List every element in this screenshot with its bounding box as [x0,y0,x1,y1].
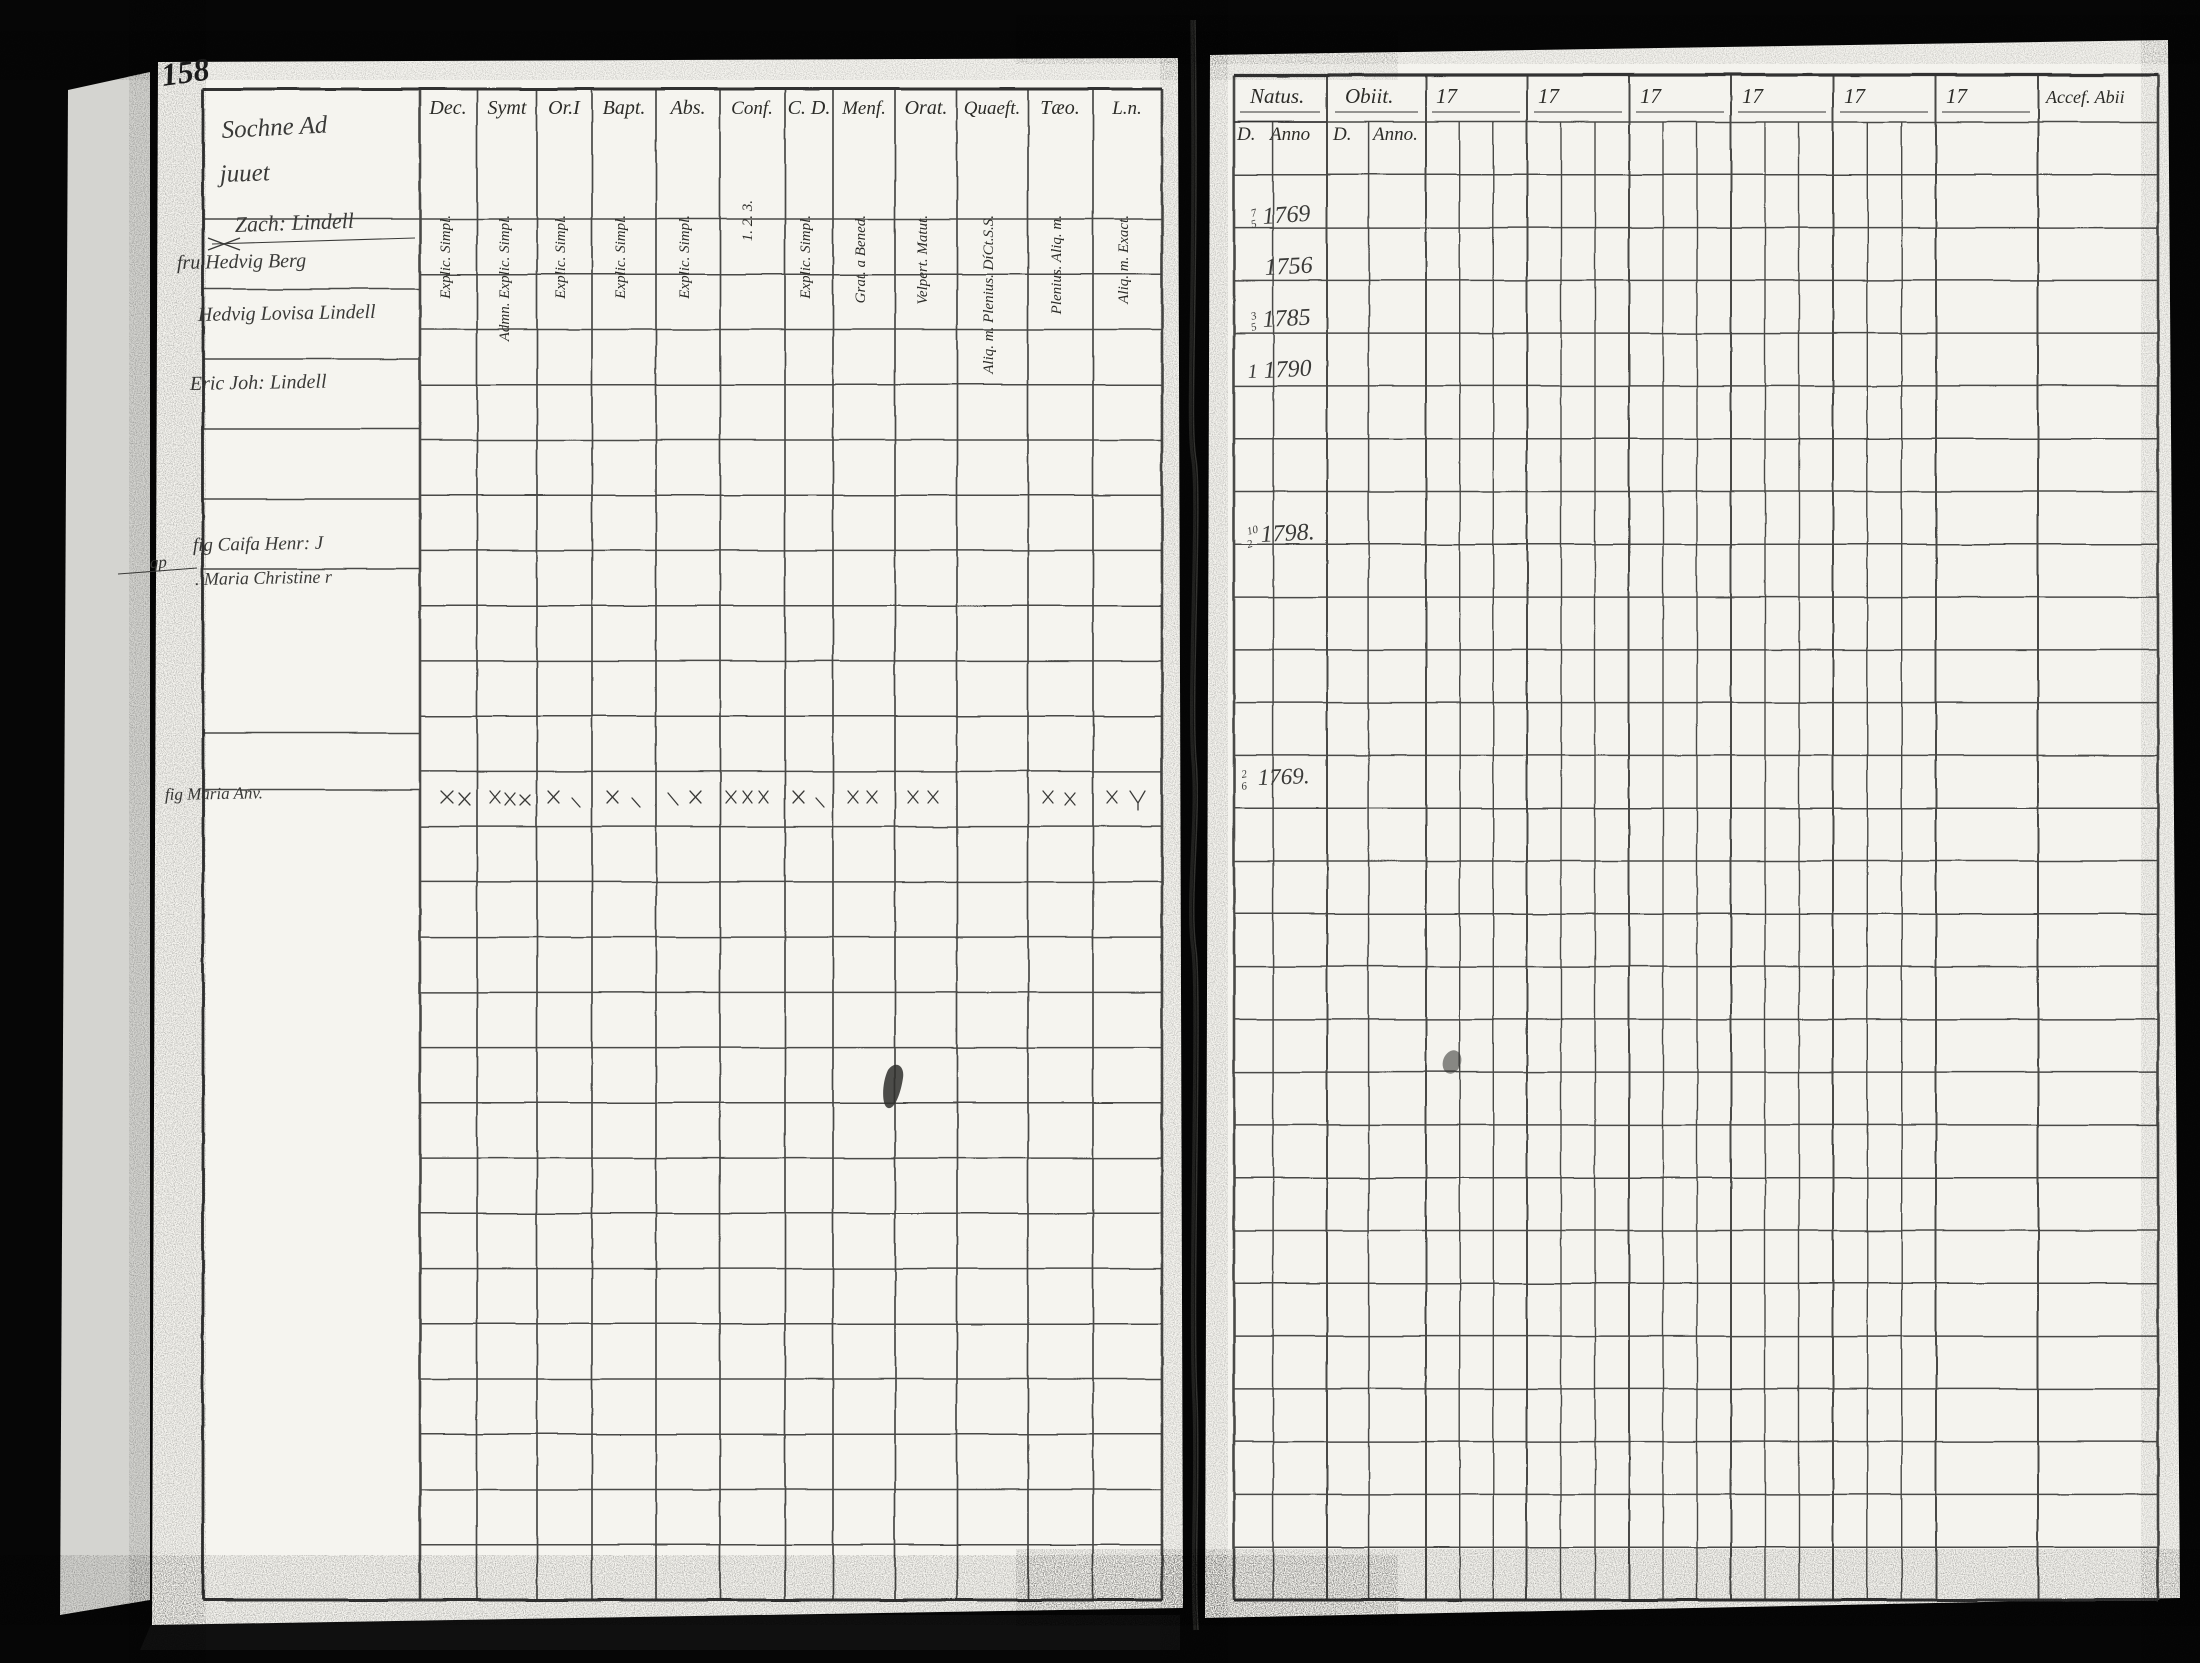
svg-text:Sochne Ad: Sochne Ad [221,111,329,144]
svg-text:Anno: Anno [1268,124,1310,145]
svg-text:Plenius. Aliq. m.: Plenius. Aliq. m. [1049,215,1065,315]
svg-text:Tæo.: Tæo. [1040,97,1079,119]
svg-text:fig Caifa Henr: J: fig Caifa Henr: J [193,533,325,556]
svg-text:Or.I: Or.I [548,97,581,119]
svg-text:Eric Joh: Lindell: Eric Joh: Lindell [189,371,327,395]
svg-text:Natus.: Natus. [1249,84,1304,108]
svg-text:Orat.: Orat. [905,97,948,119]
svg-text:Zach: Lindell: Zach: Lindell [234,208,354,237]
svg-text:Aliq. m. Exact.: Aliq. m. Exact. [1116,215,1132,305]
svg-text:17: 17 [1538,84,1561,108]
svg-text:1769: 1769 [1262,201,1312,230]
svg-text:1790: 1790 [1263,356,1312,384]
svg-text:Admn. Explic. Simpl.: Admn. Explic. Simpl. [497,215,513,342]
svg-text:Explic. Simpl.: Explic. Simpl. [677,215,693,300]
svg-text:Aliq. m. Plenius. DíCt.S.S.: Aliq. m. Plenius. DíCt.S.S. [981,215,997,375]
svg-text:Bapt.: Bapt. [603,97,646,119]
svg-text:Grat. a Bened.: Grat. a Bened. [853,215,869,303]
svg-text:Explic. Simpl.: Explic. Simpl. [798,215,814,300]
svg-text:Symt: Symt [488,97,527,119]
svg-text:Dec.: Dec. [428,97,466,119]
svg-text:Accef. Abii: Accef. Abii [2045,87,2125,107]
svg-text:17: 17 [1844,84,1867,108]
svg-text:D.: D. [1236,124,1255,145]
svg-text:1: 1 [1247,360,1258,382]
svg-text:Explic. Simpl.: Explic. Simpl. [553,215,569,300]
svg-text:17: 17 [1742,84,1765,108]
svg-text:1785: 1785 [1262,305,1311,333]
svg-text:Menf.: Menf. [841,98,886,119]
svg-text:L.n.: L.n. [1111,98,1142,119]
svg-text:1798.: 1798. [1260,519,1315,548]
svg-text:Hedvig Lovisa Lindell: Hedvig Lovisa Lindell [197,301,377,326]
svg-text:Abs.: Abs. [669,97,706,119]
svg-text:Obiit.: Obiit. [1345,84,1393,108]
svg-text:Velpert. Matut.: Velpert. Matut. [915,215,931,305]
svg-text:D.: D. [1332,124,1351,145]
svg-text:Explic. Simpl.: Explic. Simpl. [438,215,454,300]
svg-text:1769.: 1769. [1257,763,1310,790]
svg-text:17: 17 [1946,84,1969,108]
svg-text:Explic. Simpl.: Explic. Simpl. [613,215,629,300]
svg-text:Anno.: Anno. [1371,124,1418,145]
svg-text:17: 17 [1640,84,1663,108]
svg-text:17: 17 [1436,84,1459,108]
svg-text:1. 2. 3.: 1. 2. 3. [740,200,756,241]
svg-text:juuet: juuet [216,159,271,188]
svg-text:fru Hedvig Berg: fru Hedvig Berg [177,250,307,274]
svg-text:C. D.: C. D. [788,97,831,119]
svg-text:Quaeft.: Quaeft. [964,98,1020,119]
svg-text:Conf.: Conf. [731,98,773,119]
svg-text:. Maria Christine r: . Maria Christine r [195,567,333,589]
svg-text:1756: 1756 [1264,253,1313,281]
